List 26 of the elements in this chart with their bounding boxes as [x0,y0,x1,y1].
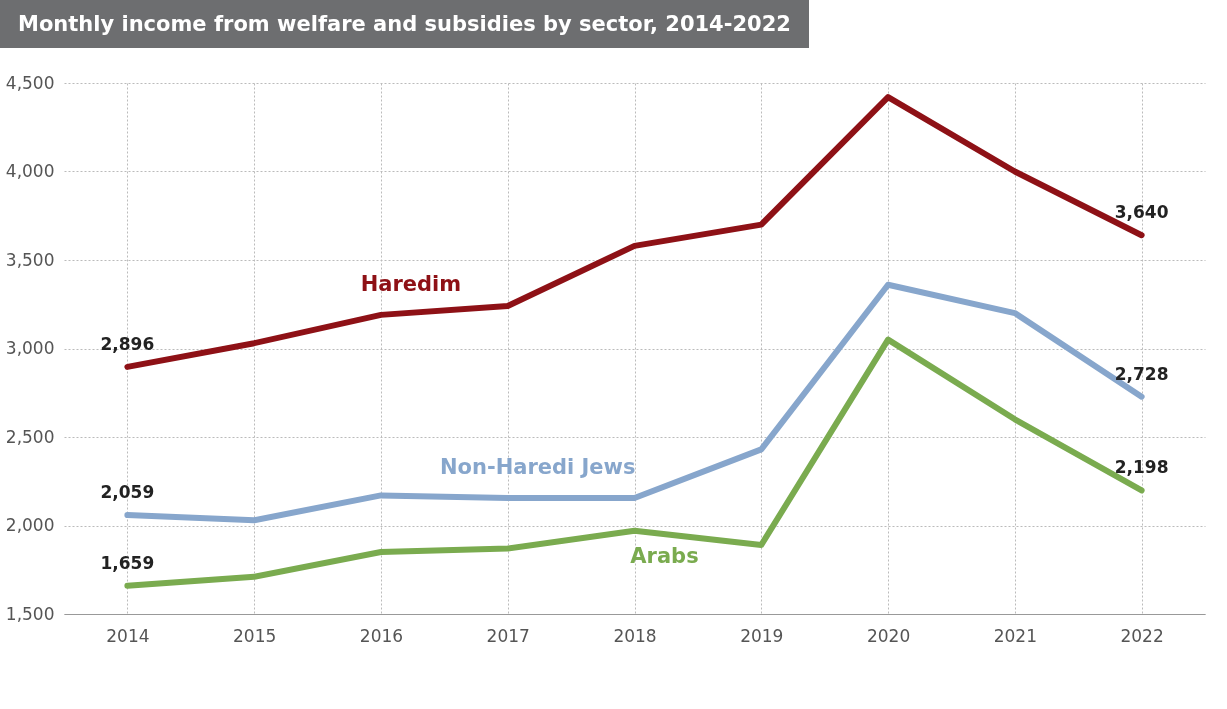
data-label: 2,896 [100,333,155,354]
chart-title: Monthly income from welfare and subsidies by sector, 2014-2022 [0,0,809,48]
x-tick-label: 2015 [233,625,277,646]
x-tick-label: 2018 [613,625,657,646]
y-tick-label: 3,500 [5,249,55,270]
y-tick-label: 2,500 [5,426,55,447]
x-tick-label: 2014 [106,625,150,646]
x-tick-label: 2017 [486,625,530,646]
y-tick-label: 4,000 [5,161,55,181]
series-label: Non-Haredi Jews [439,455,636,480]
x-tick-label: 2022 [1120,625,1164,646]
x-tick-label: 2019 [740,625,784,646]
y-tick-label: 1,500 [5,603,55,624]
y-tick-label: 2,000 [5,515,55,535]
y-tick-label: 3,000 [5,338,55,358]
series-label: Haredim [360,271,462,296]
data-label: 3,640 [1114,202,1169,223]
y-tick-label: 4,500 [5,72,55,93]
x-tick-label: 2016 [359,625,404,646]
data-label: 2,728 [1114,363,1169,384]
x-tick-label: 2021 [993,625,1037,646]
data-label: 2,059 [100,482,155,503]
data-label: 2,198 [1114,457,1169,478]
data-label: 1,659 [100,552,155,573]
x-tick-label: 2020 [866,625,911,646]
series-label: Arabs [630,543,699,568]
